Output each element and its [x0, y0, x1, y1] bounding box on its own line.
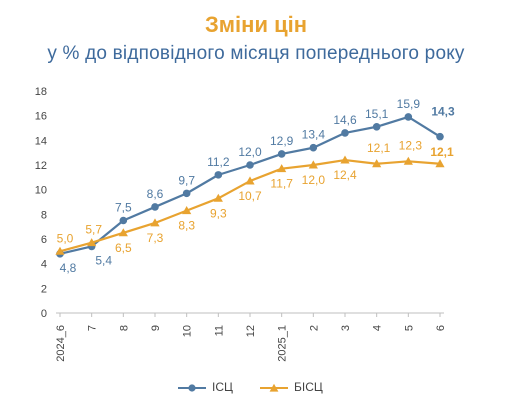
cpi-point: [214, 171, 223, 179]
cpi-data-label: 12,9: [270, 134, 294, 148]
core-cpi-point: [213, 193, 223, 202]
legend-cpi-marker: [178, 384, 206, 392]
core-cpi-data-label: 10,7: [238, 189, 262, 203]
core-cpi-data-label: 6,5: [115, 241, 132, 255]
core-cpi-point: [150, 218, 160, 227]
core-cpi-data-label: 12,1: [367, 141, 391, 155]
x-tick-label: 6: [435, 325, 447, 331]
core-cpi-point: [182, 206, 192, 215]
x-tick-label: 4: [372, 325, 384, 331]
chart-title: Зміни цін: [204, 12, 308, 37]
cpi-point: [436, 132, 444, 141]
y-tick-label: 10: [35, 185, 47, 197]
x-tick-label: 2024_6: [55, 325, 67, 362]
cpi-point: [182, 189, 191, 198]
core-cpi-point: [340, 155, 350, 164]
x-tick-label: 10: [182, 325, 194, 337]
x-tick-label: 9: [150, 325, 162, 331]
y-tick-label: 2: [41, 283, 47, 295]
chart-legend: ІСЦ БІСЦ: [0, 378, 512, 398]
cpi-point: [246, 161, 254, 169]
cpi-data-label: 7,5: [115, 201, 132, 215]
cpi-data-label: 14,6: [333, 113, 357, 127]
legend-label-cpi: ІСЦ: [212, 380, 233, 394]
core-cpi-data-label: 12,1: [430, 145, 454, 159]
cpi-line: [59, 115, 441, 255]
y-tick-label: 0: [41, 308, 47, 320]
cpi-data-label: 13,4: [302, 128, 326, 142]
core-cpi-data-label: 5,0: [57, 231, 74, 245]
y-tick-label: 14: [35, 135, 47, 147]
cpi-point: [404, 113, 413, 121]
cpi-point: [372, 122, 381, 131]
cpi-point: [151, 203, 159, 211]
cpi-data-label: 14,3: [431, 105, 455, 119]
core-cpi-data-label: 8,3: [178, 219, 195, 233]
x-tick-label: 5: [403, 325, 415, 331]
cpi-point: [277, 150, 286, 158]
cpi-data-label: 12,0: [238, 145, 262, 159]
x-tick-label: 12: [245, 325, 257, 337]
core-cpi-point: [245, 176, 255, 185]
cpi-point: [119, 216, 128, 225]
legend-label-core-cpi: БІСЦ: [294, 380, 323, 394]
y-tick-label: 6: [41, 234, 47, 246]
core-cpi-point: [403, 156, 413, 165]
x-tick-label: 3: [340, 325, 352, 331]
cpi-data-label: 5,4: [95, 253, 112, 267]
legend-core-cpi-marker: [260, 383, 288, 392]
x-tick-label: 2: [308, 325, 320, 331]
y-tick-label: 18: [35, 86, 47, 98]
cpi-point: [341, 129, 349, 137]
legend-item-core-cpi: БІСЦ: [258, 378, 338, 398]
y-tick-label: 12: [35, 160, 47, 172]
cpi-data-label: 15,9: [397, 97, 421, 111]
core-cpi-point: [308, 160, 318, 169]
x-tick-label: 2025_1: [277, 325, 289, 362]
core-cpi-point: [55, 246, 65, 255]
x-tick-label: 7: [87, 325, 99, 331]
core-cpi-data-label: 11,7: [270, 177, 293, 191]
cpi-data-label: 8,6: [147, 187, 164, 201]
cpi-point: [309, 143, 318, 152]
core-cpi-data-label: 12,4: [333, 168, 357, 182]
core-cpi-point: [87, 238, 97, 247]
legend-item-cpi: ІСЦ: [176, 378, 246, 398]
core-cpi-data-label: 7,3: [147, 231, 164, 245]
cpi-data-label: 15,1: [365, 107, 389, 121]
core-cpi-data-label: 12,3: [399, 138, 423, 152]
core-cpi-data-label: 12,0: [302, 173, 326, 187]
chart-subtitle: у % до відповідного місяця попереднього …: [47, 43, 465, 64]
core-cpi-point: [277, 164, 287, 173]
y-tick-label: 16: [35, 111, 47, 123]
cpi-data-label: 9,7: [178, 173, 195, 187]
core-cpi-point: [372, 159, 382, 168]
cpi-data-label: 11,2: [207, 155, 230, 169]
x-tick-label: 11: [213, 325, 225, 336]
cpi-data-label: 4,8: [60, 261, 77, 275]
core-cpi-data-label: 5,7: [85, 223, 102, 237]
y-tick-label: 8: [41, 209, 47, 221]
x-tick-label: 8: [118, 325, 130, 331]
y-tick-label: 4: [41, 259, 47, 271]
core-cpi-point: [118, 228, 128, 237]
core-cpi-data-label: 9,3: [210, 206, 227, 220]
core-cpi-point: [435, 159, 445, 168]
